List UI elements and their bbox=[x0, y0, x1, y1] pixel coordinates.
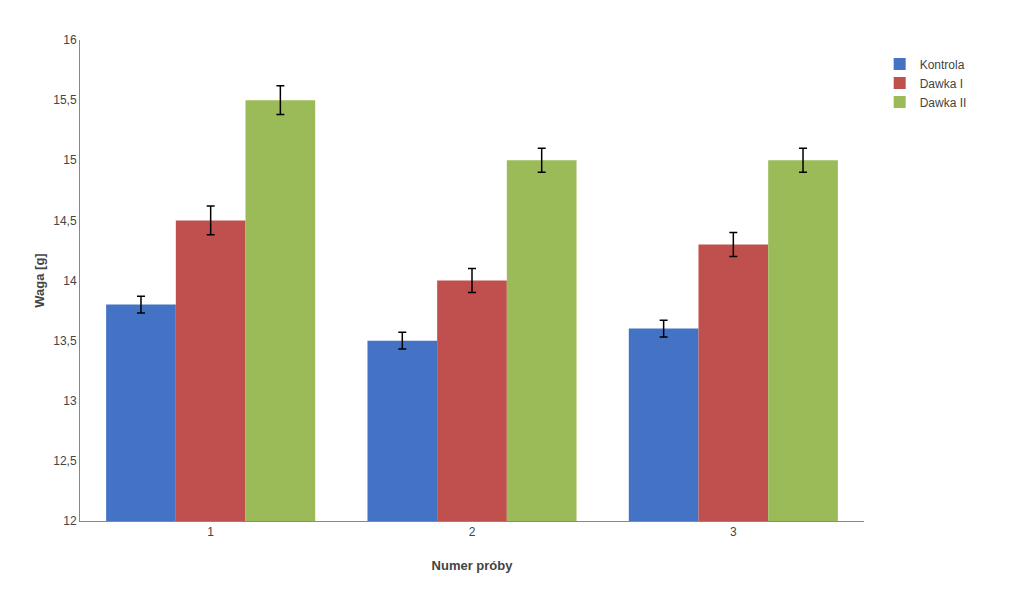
svg-text:Numer próby: Numer próby bbox=[432, 558, 514, 573]
svg-text:Kontrola: Kontrola bbox=[920, 58, 965, 72]
svg-text:2: 2 bbox=[469, 525, 476, 539]
svg-text:3: 3 bbox=[730, 525, 737, 539]
svg-text:13,5: 13,5 bbox=[53, 334, 77, 348]
svg-text:14,5: 14,5 bbox=[53, 214, 77, 228]
svg-text:13: 13 bbox=[63, 394, 77, 408]
svg-text:1: 1 bbox=[207, 525, 214, 539]
svg-text:15,5: 15,5 bbox=[53, 93, 77, 107]
svg-text:12,5: 12,5 bbox=[53, 454, 77, 468]
svg-text:16: 16 bbox=[63, 33, 77, 47]
svg-text:12: 12 bbox=[63, 514, 77, 528]
svg-text:14: 14 bbox=[63, 274, 77, 288]
svg-text:Dawka I: Dawka I bbox=[920, 77, 963, 91]
svg-text:Waga [g]: Waga [g] bbox=[32, 253, 47, 307]
svg-text:Dawka II: Dawka II bbox=[920, 96, 967, 110]
svg-text:15: 15 bbox=[63, 153, 77, 167]
